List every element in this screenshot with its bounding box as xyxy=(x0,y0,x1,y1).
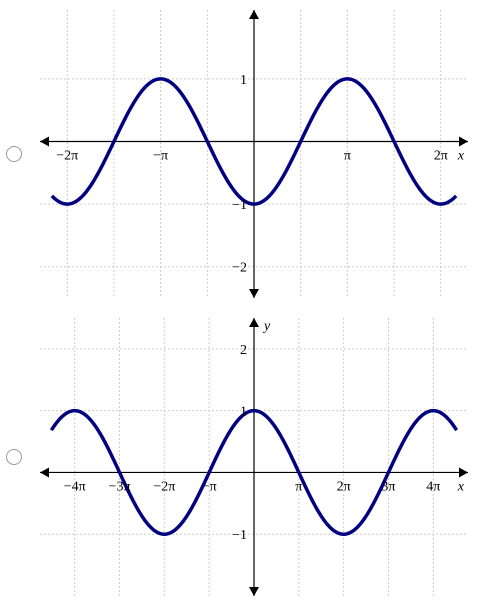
svg-text:1: 1 xyxy=(240,405,247,420)
chart-2: −4π −3π −2π −π π 2π 3π 4π −1 1 2 x y xyxy=(34,312,474,602)
option-2-radio[interactable] xyxy=(6,449,22,465)
option-1-radio[interactable] xyxy=(6,146,22,162)
svg-text:−2π: −2π xyxy=(56,148,78,163)
svg-text:1: 1 xyxy=(240,73,247,88)
chart-2-svg: −4π −3π −2π −π π 2π 3π 4π −1 1 2 x y xyxy=(34,312,474,602)
chart-1-svg: −2π −π π 2π −2 −1 1 x xyxy=(34,4,474,304)
svg-text:−π: −π xyxy=(153,148,168,163)
svg-text:π: π xyxy=(344,148,351,163)
svg-text:2π: 2π xyxy=(337,479,351,494)
svg-text:2π: 2π xyxy=(434,148,448,163)
svg-text:y: y xyxy=(262,319,271,334)
svg-text:−1: −1 xyxy=(232,198,247,213)
chart-1: −2π −π π 2π −2 −1 1 x xyxy=(34,4,474,304)
svg-text:−2π: −2π xyxy=(153,479,175,494)
option-1-row: −2π −π π 2π −2 −1 1 x xyxy=(0,0,500,308)
svg-text:−1: −1 xyxy=(232,528,247,543)
svg-text:−4π: −4π xyxy=(64,479,86,494)
svg-text:2: 2 xyxy=(240,343,247,358)
svg-text:−π: −π xyxy=(202,479,217,494)
svg-text:−3π: −3π xyxy=(109,479,131,494)
svg-text:π: π xyxy=(295,479,302,494)
svg-text:−2: −2 xyxy=(232,261,247,276)
svg-text:x: x xyxy=(457,148,465,163)
option-2-row: −4π −3π −2π −π π 2π 3π 4π −1 1 2 x y xyxy=(0,308,500,606)
svg-text:x: x xyxy=(457,479,465,494)
svg-text:3π: 3π xyxy=(381,479,395,494)
svg-text:4π: 4π xyxy=(426,479,440,494)
